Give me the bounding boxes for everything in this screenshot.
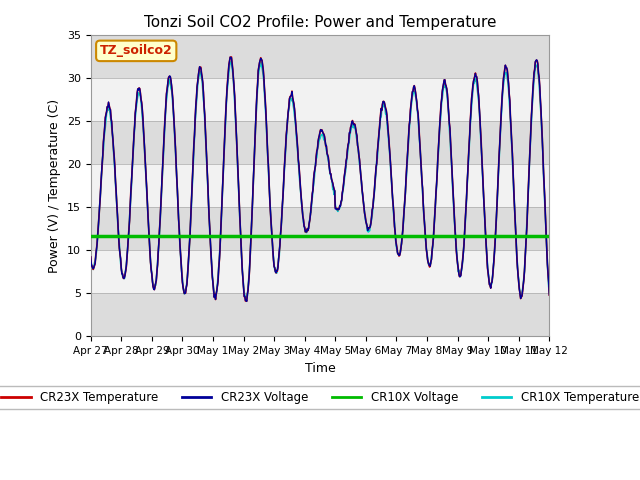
Text: TZ_soilco2: TZ_soilco2 — [100, 44, 173, 58]
Y-axis label: Power (V) / Temperature (C): Power (V) / Temperature (C) — [48, 99, 61, 273]
Bar — [91, 36, 549, 78]
Legend: CR23X Temperature, CR23X Voltage, CR10X Voltage, CR10X Temperature: CR23X Temperature, CR23X Voltage, CR10X … — [0, 386, 640, 409]
Bar — [91, 251, 549, 293]
Title: Tonzi Soil CO2 Profile: Power and Temperature: Tonzi Soil CO2 Profile: Power and Temper… — [144, 15, 496, 30]
Bar — [91, 164, 549, 207]
Bar — [91, 78, 549, 121]
Bar — [91, 207, 549, 251]
Bar — [91, 293, 549, 336]
X-axis label: Time: Time — [305, 362, 335, 375]
Bar — [91, 121, 549, 164]
